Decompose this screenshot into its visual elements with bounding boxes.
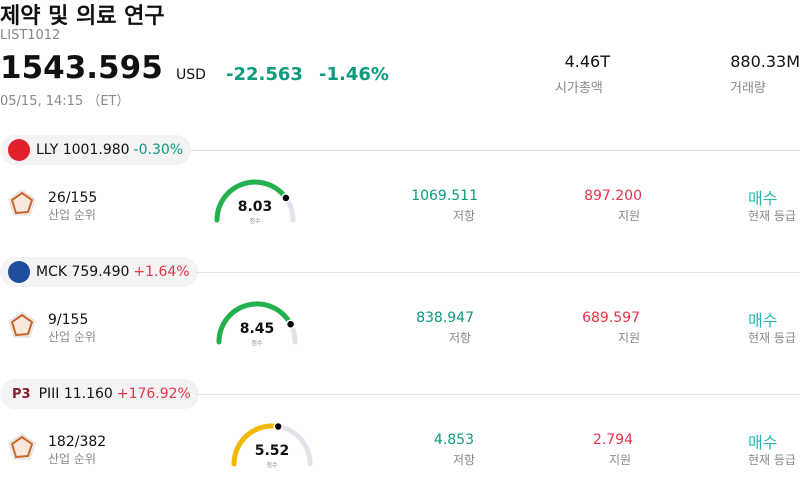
- change: -0.30%: [133, 142, 184, 158]
- gauge-dot: [285, 319, 296, 329]
- date: 05/15, 14:15 （ET）: [0, 94, 130, 109]
- score: 5.52: [254, 443, 290, 459]
- resistance-label: 저항: [449, 331, 472, 345]
- volume: 880.33M: [730, 52, 800, 71]
- change: +176.92%: [116, 386, 191, 402]
- rating-label: 현재 등급: [748, 453, 796, 467]
- stock-pill: P3 PIII 11.160 +176.92%: [0, 379, 199, 409]
- resistance-label: 저항: [453, 453, 476, 467]
- rank-label: 산업 순위: [48, 452, 96, 466]
- gauge-fill: [231, 423, 281, 467]
- change: +1.64%: [133, 264, 190, 280]
- stock-pill: MCK 759.490 +1.64%: [0, 257, 198, 287]
- volume-label: 거래량: [730, 81, 766, 96]
- support: 897.200: [584, 188, 642, 204]
- gauge-fill: [214, 179, 289, 223]
- resistance-label: 저항: [453, 209, 476, 223]
- rating: 매수: [748, 433, 778, 452]
- support-label: 지원: [618, 209, 641, 223]
- support-label: 지원: [618, 331, 641, 345]
- rank: 9/155: [48, 312, 89, 328]
- logo: [8, 261, 30, 283]
- resistance: 1069.511: [411, 188, 478, 204]
- rank: 182/382: [48, 434, 107, 450]
- gauge: [214, 179, 296, 223]
- title: 제약 및 의료 연구: [0, 4, 165, 29]
- gauge: [231, 422, 313, 467]
- divider: [190, 150, 800, 151]
- icon-shape: [10, 435, 34, 459]
- icon-shape: [10, 191, 34, 215]
- score-label: 점수: [251, 340, 263, 347]
- support: 2.794: [592, 432, 633, 448]
- resistance: 4.853: [433, 432, 474, 448]
- price: 1543.595: [0, 50, 163, 86]
- rank-label: 산업 순위: [48, 330, 96, 344]
- market-cap: 4.46T: [564, 52, 610, 71]
- gauge-dot: [281, 193, 291, 203]
- ticker-price: PIII 11.160: [38, 386, 113, 402]
- rating-label: 현재 등급: [748, 209, 796, 223]
- change: -22.563: [226, 64, 303, 85]
- score: 8.45: [239, 321, 275, 337]
- rank-icon: [8, 311, 36, 338]
- ticker-price: LLY 1001.980: [36, 142, 130, 158]
- rating: 매수: [748, 311, 778, 330]
- rating-label: 현재 등급: [748, 331, 796, 345]
- currency: USD: [176, 67, 206, 83]
- score-label: 점수: [249, 218, 261, 225]
- divider: [196, 394, 800, 395]
- score-label: 점수: [266, 462, 278, 469]
- rank-icon: [8, 433, 36, 460]
- ticker-price: MCK 759.490: [36, 264, 130, 280]
- rank: 26/155: [48, 190, 98, 206]
- rating: 매수: [748, 189, 778, 208]
- rank-icon: [8, 189, 36, 216]
- icon-shape: [10, 313, 34, 337]
- gauge-dot: [273, 422, 283, 432]
- gauge-fill: [216, 301, 294, 345]
- logo: [8, 139, 30, 161]
- stock-pill: LLY 1001.980 -0.30%: [0, 135, 192, 165]
- rank-label: 산업 순위: [48, 208, 96, 222]
- code: LIST1012: [0, 28, 61, 43]
- score: 8.03: [237, 199, 273, 215]
- logo: P3: [12, 386, 31, 402]
- market-cap-label: 시가총액: [555, 81, 603, 96]
- gauge: [216, 301, 298, 345]
- change-pct: -1.46%: [319, 64, 389, 85]
- support: 689.597: [582, 310, 640, 326]
- resistance: 838.947: [416, 310, 474, 326]
- support-label: 지원: [609, 453, 632, 467]
- divider: [196, 272, 800, 273]
